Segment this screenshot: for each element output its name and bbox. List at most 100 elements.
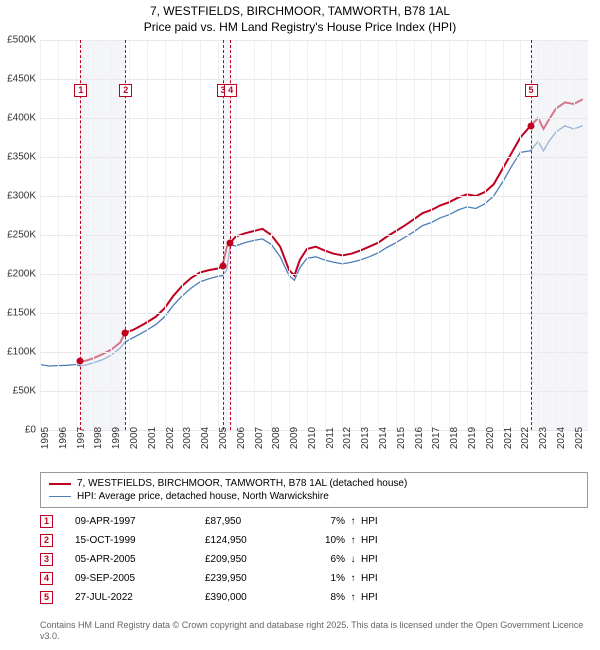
gridline — [58, 40, 59, 430]
gridline — [485, 40, 486, 430]
gridline — [218, 40, 219, 430]
x-tick-label: 1995 — [40, 427, 51, 449]
gridline — [129, 40, 130, 430]
sale-price: £87,950 — [205, 516, 305, 527]
gridline — [289, 40, 290, 430]
x-tick-label: 2000 — [129, 427, 140, 449]
x-tick-label: 2003 — [182, 427, 193, 449]
sale-price: £124,950 — [205, 535, 305, 546]
gridline — [520, 40, 521, 430]
x-tick-label: 2008 — [271, 427, 282, 449]
x-tick-label: 1996 — [58, 427, 69, 449]
sale-date: 27-JUL-2022 — [75, 592, 205, 603]
sale-row: 527-JUL-2022£390,0008%↑HPI — [40, 588, 588, 607]
x-tick-label: 2020 — [485, 427, 496, 449]
gridline — [342, 40, 343, 430]
sale-marker-line — [80, 40, 81, 430]
sale-hpi-label: HPI — [361, 516, 588, 527]
gridline — [40, 352, 588, 353]
sale-hpi-label: HPI — [361, 535, 588, 546]
legend-swatch — [49, 496, 71, 497]
title-line-2: Price paid vs. HM Land Registry's House … — [144, 20, 456, 34]
x-tick-label: 1999 — [111, 427, 122, 449]
sale-row: 109-APR-1997£87,9507%↑HPI — [40, 512, 588, 531]
gridline — [165, 40, 166, 430]
gridline — [111, 40, 112, 430]
sale-row-marker: 2 — [40, 534, 53, 547]
sales-table: 109-APR-1997£87,9507%↑HPI215-OCT-1999£12… — [40, 512, 588, 607]
gridline — [307, 40, 308, 430]
x-tick-label: 2019 — [467, 427, 478, 449]
gridline — [40, 157, 588, 158]
gridline — [396, 40, 397, 430]
gridline — [93, 40, 94, 430]
gridline — [40, 40, 588, 41]
legend-label: HPI: Average price, detached house, Nort… — [77, 491, 329, 502]
gridline — [325, 40, 326, 430]
series-price_paid — [80, 99, 582, 361]
sale-date: 09-APR-1997 — [75, 516, 205, 527]
y-tick-label: £300K — [7, 191, 36, 202]
gridline — [538, 40, 539, 430]
x-tick-label: 1998 — [93, 427, 104, 449]
sale-marker-box: 5 — [525, 84, 538, 97]
x-tick-label: 2005 — [218, 427, 229, 449]
y-tick-label: £50K — [13, 386, 36, 397]
sale-row: 305-APR-2005£209,9506%↓HPI — [40, 550, 588, 569]
x-tick-label: 2007 — [254, 427, 265, 449]
y-tick-label: £250K — [7, 230, 36, 241]
gridline — [574, 40, 575, 430]
sale-marker-line — [531, 40, 532, 430]
gridline — [556, 40, 557, 430]
arrow-icon: ↑ — [345, 535, 361, 546]
x-tick-label: 2009 — [289, 427, 300, 449]
legend-item: 7, WESTFIELDS, BIRCHMOOR, TAMWORTH, B78 … — [49, 477, 579, 490]
sale-pct: 6% — [305, 554, 345, 565]
gridline — [236, 40, 237, 430]
gridline — [40, 274, 588, 275]
y-tick-label: £150K — [7, 308, 36, 319]
gridline — [182, 40, 183, 430]
sale-marker-box: 4 — [224, 84, 237, 97]
arrow-icon: ↑ — [345, 592, 361, 603]
y-tick-label: £500K — [7, 35, 36, 46]
sale-price: £390,000 — [205, 592, 305, 603]
x-tick-label: 2023 — [538, 427, 549, 449]
sale-date: 05-APR-2005 — [75, 554, 205, 565]
sale-hpi-label: HPI — [361, 554, 588, 565]
gridline — [40, 391, 588, 392]
gridline — [360, 40, 361, 430]
sale-date: 15-OCT-1999 — [75, 535, 205, 546]
gridline — [449, 40, 450, 430]
sale-marker-box: 2 — [119, 84, 132, 97]
legend-swatch — [49, 483, 71, 485]
legend: 7, WESTFIELDS, BIRCHMOOR, TAMWORTH, B78 … — [40, 472, 588, 508]
x-tick-label: 2021 — [503, 427, 514, 449]
y-tick-label: £0 — [25, 425, 36, 436]
legend-label: 7, WESTFIELDS, BIRCHMOOR, TAMWORTH, B78 … — [77, 478, 407, 489]
x-tick-label: 2002 — [165, 427, 176, 449]
x-tick-label: 2022 — [520, 427, 531, 449]
y-tick-label: £400K — [7, 113, 36, 124]
x-tick-label: 2016 — [414, 427, 425, 449]
gridline — [40, 40, 41, 430]
x-tick-label: 2025 — [574, 427, 585, 449]
sale-point — [527, 122, 534, 129]
gridline — [431, 40, 432, 430]
y-tick-label: £450K — [7, 74, 36, 85]
y-tick-label: £350K — [7, 152, 36, 163]
sale-row-marker: 1 — [40, 515, 53, 528]
x-tick-label: 1997 — [76, 427, 87, 449]
gridline — [76, 40, 77, 430]
sale-point — [77, 358, 84, 365]
x-tick-label: 2011 — [325, 427, 336, 449]
sale-price: £209,950 — [205, 554, 305, 565]
sale-row: 409-SEP-2005£239,9501%↑HPI — [40, 569, 588, 588]
sale-pct: 1% — [305, 573, 345, 584]
sale-pct: 10% — [305, 535, 345, 546]
sale-point — [122, 329, 129, 336]
x-tick-label: 2001 — [147, 427, 158, 449]
arrow-icon: ↑ — [345, 573, 361, 584]
gridline — [40, 79, 588, 80]
x-tick-label: 2006 — [236, 427, 247, 449]
